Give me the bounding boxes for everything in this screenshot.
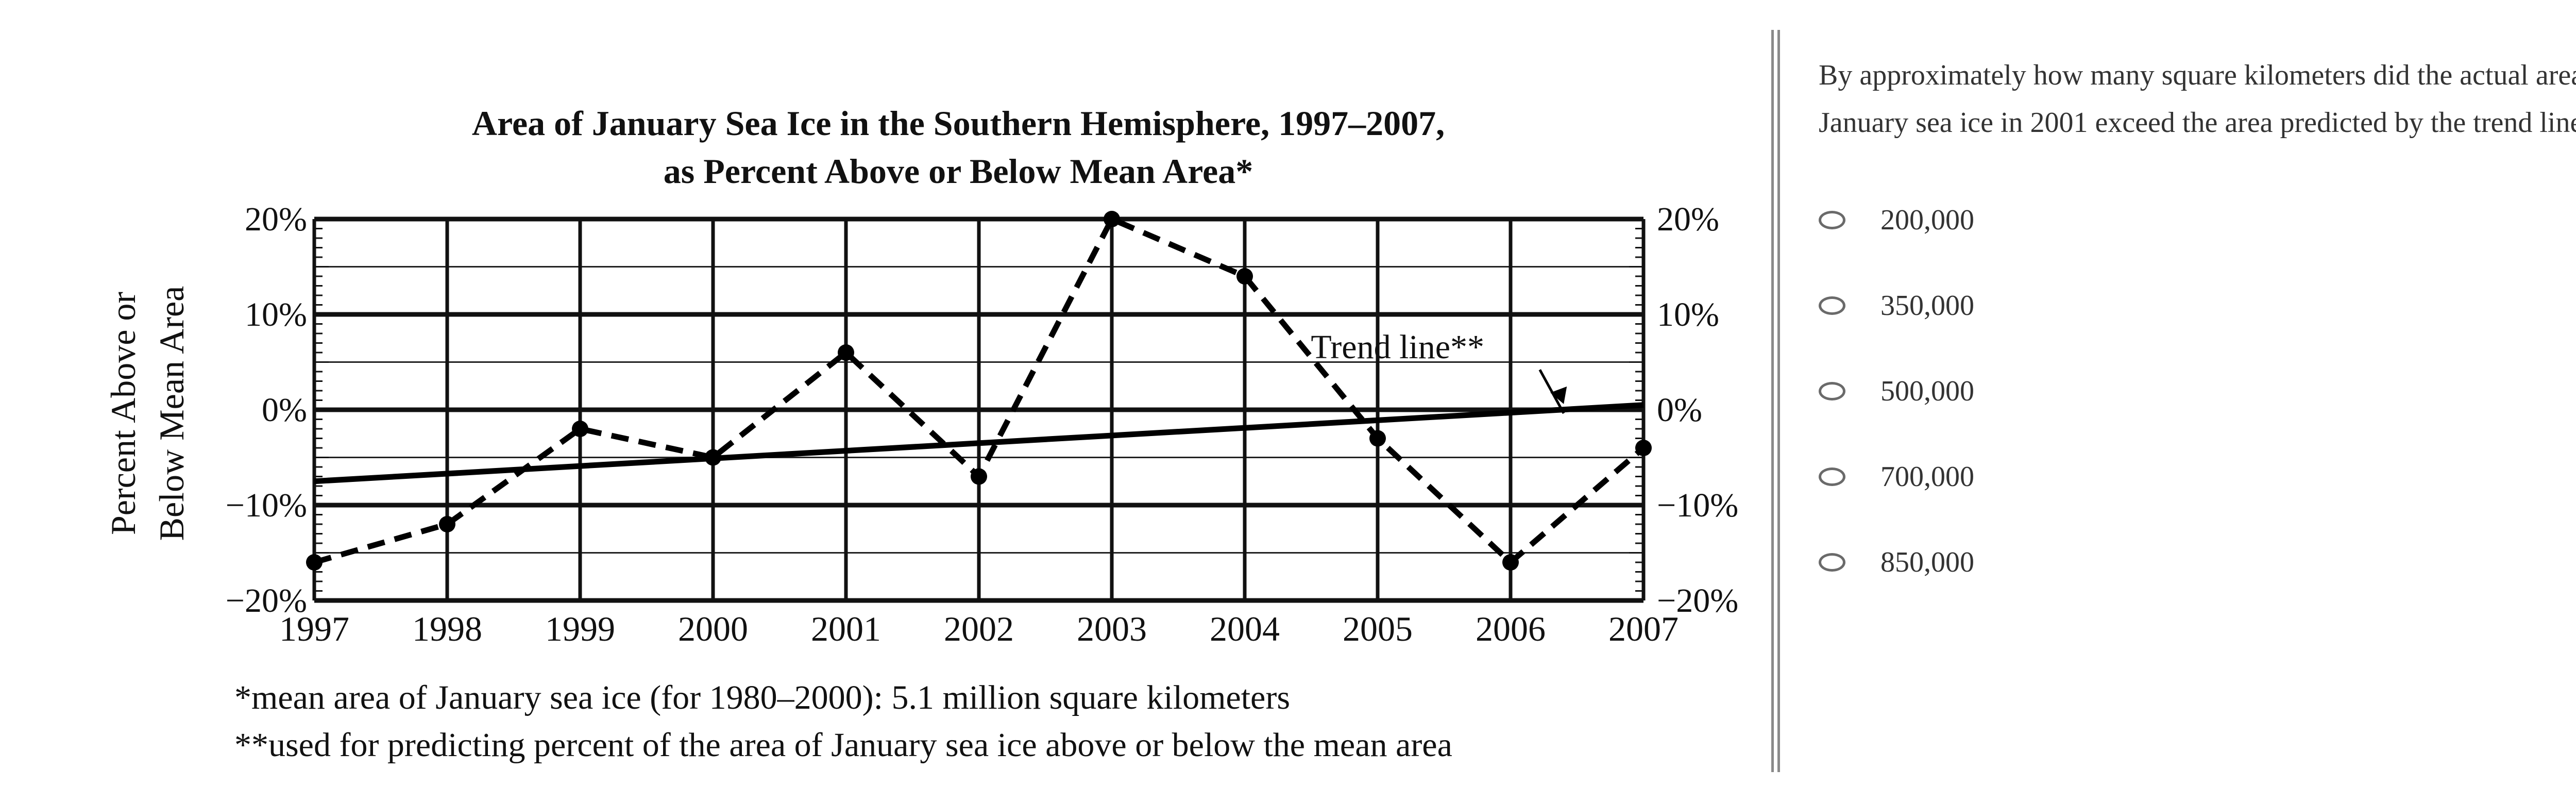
y-tick-label-left: −10% bbox=[226, 487, 307, 524]
choice-d[interactable]: 700,000 bbox=[1819, 434, 2576, 520]
trend-line-group: Trend line** bbox=[314, 328, 1644, 484]
x-tick-label: 2005 bbox=[1343, 609, 1413, 648]
y-tick-label-right: −20% bbox=[1657, 582, 1738, 620]
trend-line-arrowhead bbox=[1550, 386, 1567, 404]
data-point-2004 bbox=[1236, 268, 1253, 285]
data-series bbox=[306, 211, 1652, 571]
trend-line-label: Trend line** bbox=[1311, 328, 1484, 366]
x-tick-label: 2002 bbox=[944, 609, 1014, 648]
y-axis-label-line1: Percent Above or bbox=[104, 292, 143, 535]
choice-c[interactable]: 500,000 bbox=[1819, 348, 2576, 434]
x-tick-label: 2000 bbox=[678, 609, 748, 648]
radio-button[interactable] bbox=[1819, 296, 1845, 315]
y-tick-label-left: −20% bbox=[226, 582, 307, 620]
data-point-1997 bbox=[306, 554, 323, 571]
panel-divider-right bbox=[1777, 30, 1780, 772]
choice-label: 700,000 bbox=[1880, 461, 1974, 493]
radio-button[interactable] bbox=[1819, 211, 1845, 229]
x-tick-label: 2006 bbox=[1476, 609, 1546, 648]
question-panel: By approximately how many square kilomet… bbox=[1819, 52, 2576, 605]
data-point-1999 bbox=[572, 421, 588, 437]
x-tick-label: 2001 bbox=[811, 609, 881, 648]
sea-ice-chart: Area of January Sea Ice in the Southern … bbox=[104, 104, 1738, 764]
radio-button[interactable] bbox=[1819, 382, 1845, 400]
y-axis-label-line2: Below Mean Area bbox=[152, 286, 191, 541]
panel-divider-left bbox=[1771, 30, 1774, 772]
y-tick-label-left: 0% bbox=[262, 391, 307, 429]
chart-title-line1: Area of January Sea Ice in the Southern … bbox=[472, 104, 1445, 143]
data-point-2001 bbox=[838, 344, 854, 361]
chart-panel: Area of January Sea Ice in the Southern … bbox=[104, 104, 1738, 764]
footnote-mean-area: *mean area of January sea ice (for 1980–… bbox=[234, 679, 1290, 716]
data-point-2002 bbox=[971, 468, 987, 485]
x-tick-label: 1998 bbox=[412, 609, 482, 648]
choice-label: 350,000 bbox=[1880, 290, 1974, 322]
y-tick-label-right: 10% bbox=[1657, 296, 1719, 333]
question-text: By approximately how many square kilomet… bbox=[1819, 59, 2576, 139]
x-tick-label: 1997 bbox=[279, 609, 349, 648]
y-tick-label-right: 0% bbox=[1657, 391, 1702, 429]
x-tick-label: 2007 bbox=[1608, 609, 1679, 648]
x-tick-label: 1999 bbox=[545, 609, 615, 648]
data-point-2007 bbox=[1635, 440, 1652, 456]
choice-label: 500,000 bbox=[1880, 375, 1974, 407]
trend-line-arrow bbox=[1538, 369, 1565, 414]
data-point-2003 bbox=[1104, 211, 1120, 227]
trend-line bbox=[314, 402, 1644, 484]
chart-title-line2: as Percent Above or Below Mean Area* bbox=[664, 152, 1253, 191]
radio-button[interactable] bbox=[1819, 467, 1845, 486]
choice-b[interactable]: 350,000 bbox=[1819, 263, 2576, 348]
choice-label: 850,000 bbox=[1880, 546, 1974, 578]
data-point-2005 bbox=[1369, 430, 1386, 447]
footnote-trend-line: **used for predicting percent of the are… bbox=[234, 726, 1452, 764]
y-tick-label-left: 10% bbox=[245, 296, 307, 333]
data-point-1998 bbox=[439, 516, 455, 532]
choice-a[interactable]: 200,000 bbox=[1819, 177, 2576, 263]
choice-label: 200,000 bbox=[1880, 204, 1974, 236]
y-tick-label-right: 20% bbox=[1657, 201, 1719, 238]
y-tick-label-left: 20% bbox=[245, 201, 307, 238]
answer-choices: 200,000 350,000 500,000 700,000 850,000 bbox=[1819, 177, 2576, 605]
radio-button[interactable] bbox=[1819, 553, 1845, 572]
tick-labels: 20% 20%10% 10%0% 0%−10% −10%−20% −20%1997 1998… bbox=[226, 201, 1738, 648]
y-tick-label-right: −10% bbox=[1657, 487, 1738, 524]
choice-e[interactable]: 850,000 bbox=[1819, 520, 2576, 605]
data-point-2006 bbox=[1502, 554, 1519, 571]
grid bbox=[312, 216, 1646, 603]
data-point-2000 bbox=[705, 449, 721, 466]
x-tick-label: 2003 bbox=[1077, 609, 1147, 648]
x-tick-label: 2004 bbox=[1210, 609, 1280, 648]
